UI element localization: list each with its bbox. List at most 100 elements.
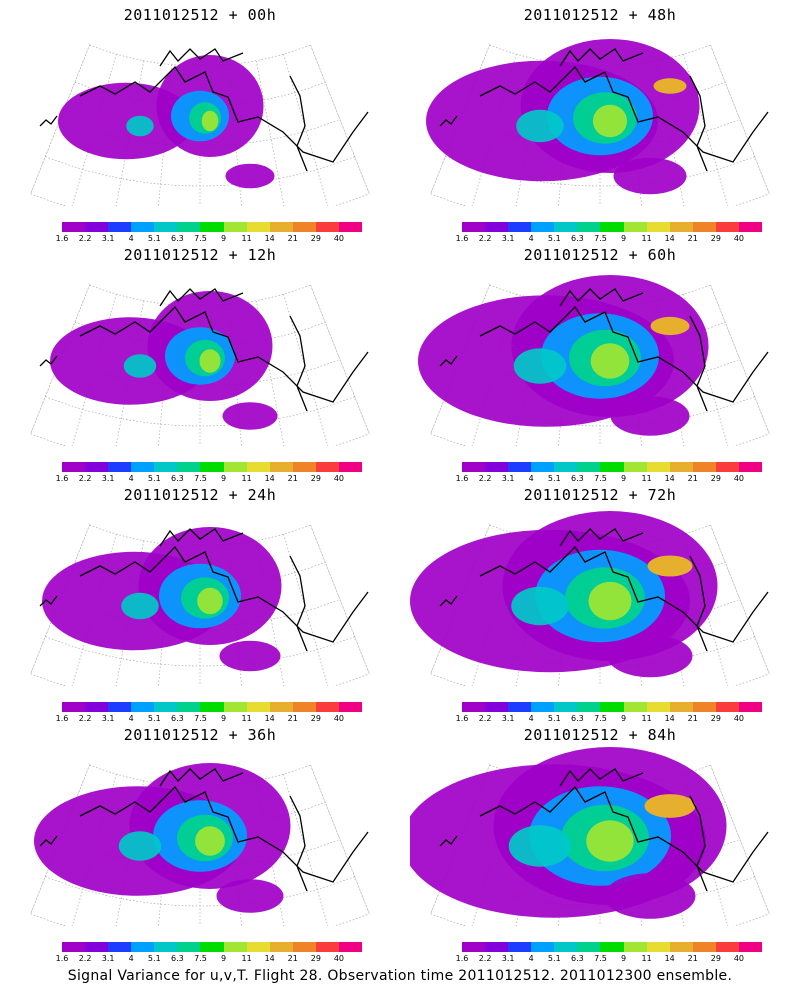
colorbar-segment bbox=[154, 942, 178, 952]
meridian-line bbox=[556, 544, 573, 704]
colorbar-segment bbox=[646, 222, 670, 232]
panel-title: 2011012512 + 12h bbox=[123, 246, 277, 264]
colorbar-tick-label: 1.6 bbox=[55, 954, 69, 963]
coastline bbox=[39, 768, 369, 892]
colorbar-segment bbox=[338, 222, 363, 232]
meridian-line bbox=[227, 784, 244, 944]
colorbar-segment bbox=[223, 942, 247, 952]
colorbar-tick-label: 2.2 bbox=[478, 714, 492, 723]
meridian-line bbox=[710, 764, 770, 914]
colorbar-tick-label: 7.5 bbox=[194, 714, 207, 723]
meridian-line bbox=[113, 60, 145, 218]
colorbar-segment bbox=[554, 462, 578, 472]
variance-contour bbox=[604, 873, 696, 919]
colorbar-tick-label: 7.5 bbox=[594, 714, 607, 723]
polar-map bbox=[402, 747, 770, 947]
colorbar-tick-label: 7.5 bbox=[194, 954, 207, 963]
colorbar-segment bbox=[669, 702, 693, 712]
panel-title: 2011012512 + 00h bbox=[123, 6, 277, 24]
variance-contour bbox=[613, 157, 687, 195]
meridian-line bbox=[71, 54, 117, 208]
colorbar-tick-label: 40 bbox=[333, 474, 345, 483]
meridian-line bbox=[710, 284, 770, 434]
colorbar-labels: 1.6 2.2 3.1 4 5.1 6.3 7.5 9 11 14 21 29 40 bbox=[56, 234, 362, 244]
colorbar-segment bbox=[692, 702, 716, 712]
colorbar-labels: 1.6 2.2 3.1 4 5.1 6.3 7.5 9 11 14 21 29 40 bbox=[56, 714, 362, 724]
meridian-line bbox=[513, 300, 545, 458]
colorbar-tick-label: 4 bbox=[528, 714, 534, 723]
colorbar-labels: 1.6 2.2 3.1 4 5.1 6.3 7.5 9 11 14 21 29 40 bbox=[456, 234, 762, 244]
variance-contour bbox=[592, 104, 628, 138]
colorbar-segment bbox=[292, 702, 316, 712]
colorbar-tick-label: 21 bbox=[687, 954, 698, 963]
colorbar-segment bbox=[131, 702, 155, 712]
colorbar bbox=[62, 462, 363, 472]
meridian-line bbox=[627, 544, 644, 704]
map-area bbox=[410, 26, 790, 227]
colorbar-tick-label: 29 bbox=[310, 234, 321, 243]
colorbar-segment bbox=[62, 462, 86, 472]
meridian-line bbox=[156, 544, 173, 704]
colorbar-tick-label: 1.6 bbox=[455, 234, 469, 243]
colorbar-segment bbox=[715, 222, 739, 232]
colorbar-segment bbox=[338, 942, 363, 952]
colorbar-tick-label: 7.5 bbox=[194, 474, 207, 483]
coastline bbox=[39, 528, 369, 652]
colorbar-tick-label: 21 bbox=[287, 954, 298, 963]
colorbar-segment bbox=[531, 462, 555, 472]
colorbar-segment bbox=[623, 942, 647, 952]
colorbar-segment bbox=[715, 942, 739, 952]
colorbar-segment bbox=[623, 462, 647, 472]
variance-contour bbox=[607, 634, 693, 678]
colorbar-segment bbox=[669, 942, 693, 952]
colorbar-labels: 1.6 2.2 3.1 4 5.1 6.3 7.5 9 11 14 21 29 40 bbox=[456, 474, 762, 484]
colorbar-segment bbox=[600, 222, 624, 232]
coastline bbox=[439, 528, 769, 652]
meridian-line bbox=[255, 300, 287, 458]
colorbar-tick-label: 3.1 bbox=[101, 954, 115, 963]
meridian-line bbox=[255, 540, 287, 698]
variance-contour bbox=[216, 879, 284, 913]
colorbar-labels: 1.6 2.2 3.1 4 5.1 6.3 7.5 9 11 14 21 29 40 bbox=[56, 474, 362, 484]
colorbar-segment bbox=[315, 942, 339, 952]
colorbar-tick-label: 29 bbox=[310, 474, 321, 483]
colorbar-tick-label: 2.2 bbox=[78, 954, 92, 963]
colorbar-tick-label: 6.3 bbox=[171, 954, 184, 963]
map-panel: 2011012512 + 48h 1.6 2.2 3.1 4 5.1 6.3 7.5 9 11 14… bbox=[400, 0, 800, 243]
colorbar-segment bbox=[531, 222, 555, 232]
colorbar-segment bbox=[131, 222, 155, 232]
colorbar-segment bbox=[85, 942, 109, 952]
colorbar-labels: 1.6 2.2 3.1 4 5.1 6.3 7.5 9 11 14 21 29 40 bbox=[456, 714, 762, 724]
colorbar-tick-label: 6.3 bbox=[571, 474, 584, 483]
map-panel: 2011012512 + 00h 1.6 2.2 3.1 4 5.1 6.3 7.5 9 11 14… bbox=[0, 0, 400, 243]
latitude-line bbox=[460, 119, 740, 147]
colorbar-tick-label: 9 bbox=[220, 714, 227, 723]
colorbar-tick-label: 1.6 bbox=[55, 474, 69, 483]
colorbar-segment bbox=[269, 942, 293, 952]
colorbar-tick-label: 29 bbox=[710, 234, 721, 243]
colorbar-segment bbox=[462, 462, 486, 472]
colorbar-tick-label: 2.2 bbox=[478, 474, 492, 483]
meridian-line bbox=[710, 524, 770, 674]
colorbar-segment bbox=[85, 222, 109, 232]
meridian-line bbox=[655, 540, 687, 698]
colorbar-tick-label: 14 bbox=[264, 954, 275, 963]
meridian-line bbox=[283, 534, 329, 688]
colorbar-segment bbox=[246, 942, 270, 952]
colorbar-segment bbox=[177, 702, 201, 712]
colorbar-tick-label: 5.1 bbox=[147, 234, 161, 243]
colorbar-segment bbox=[485, 222, 509, 232]
variance-contour bbox=[222, 402, 278, 430]
colorbar-tick-label: 4 bbox=[128, 954, 134, 963]
colorbar-tick-label: 5.1 bbox=[547, 234, 561, 243]
colorbar-tick-label: 11 bbox=[241, 474, 252, 483]
variance-contour bbox=[199, 349, 221, 373]
meridian-line bbox=[310, 44, 370, 194]
colorbar-tick-label: 29 bbox=[710, 474, 721, 483]
meridian-line bbox=[513, 540, 545, 698]
colorbar-tick-label: 3.1 bbox=[101, 474, 115, 483]
meridian-line bbox=[683, 54, 729, 208]
colorbar-tick-label: 3.1 bbox=[501, 474, 515, 483]
colorbar-tick-label: 21 bbox=[287, 474, 298, 483]
colorbar-segment bbox=[508, 942, 532, 952]
